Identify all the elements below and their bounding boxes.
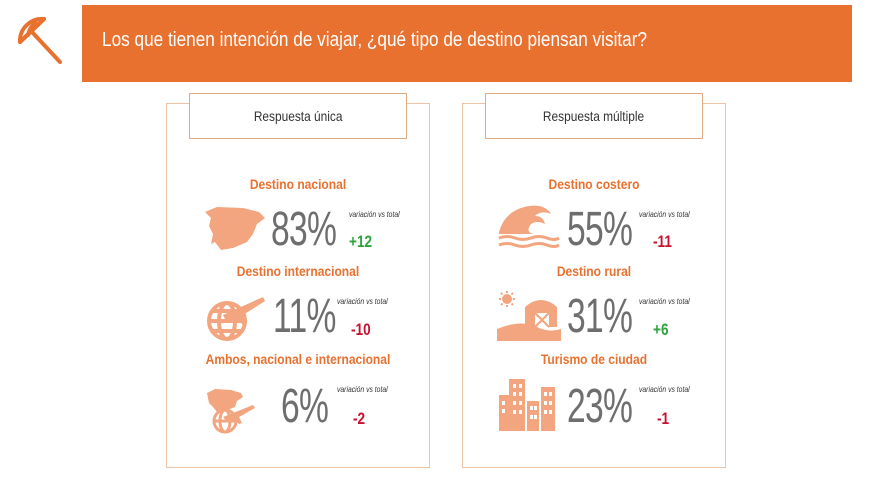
stat-change: +6	[653, 320, 669, 339]
stat-value: 55%	[567, 203, 633, 256]
stat-value: 11%	[273, 290, 336, 343]
header-banner: Los que tienen intención de viajar, ¿qué…	[82, 5, 852, 82]
stat-label: Destino nacional	[249, 176, 347, 192]
stat-value: 23%	[567, 380, 633, 433]
stat-label: Ambos, nacional e internacional	[205, 351, 391, 367]
barn-icon	[497, 291, 561, 341]
stat-caption: variación vs total	[337, 297, 388, 306]
stat-label: Destino internacional	[236, 263, 360, 279]
stat-value: 31%	[567, 290, 633, 343]
stat-change: -11	[653, 232, 672, 251]
stat-item: Destino internacional 11% variación vs t…	[167, 263, 429, 355]
wave-icon	[498, 205, 560, 248]
stat-change: -2	[353, 409, 366, 428]
globe-plane-icon	[207, 297, 265, 341]
panel-title: Respuesta múltiple	[543, 108, 645, 124]
stat-change: -1	[657, 409, 670, 428]
stat-caption: variación vs total	[639, 385, 690, 394]
panel-title: Respuesta única	[253, 108, 343, 124]
stat-caption: variación vs total	[337, 385, 388, 394]
stat-caption: variación vs total	[639, 297, 690, 306]
stat-label: Destino costero	[548, 176, 640, 192]
umbrella-icon	[17, 16, 62, 64]
stat-caption: variación vs total	[349, 210, 400, 219]
stat-change: -10	[351, 320, 371, 339]
panel-tab: Respuesta múltiple	[485, 93, 703, 139]
stat-item: Destino nacional 83% variación vs total …	[167, 176, 429, 268]
map-globe-icon	[207, 389, 255, 434]
stat-item: Destino costero 55% variación vs total -…	[463, 176, 725, 268]
stat-item: Ambos, nacional e internacional 6% varia…	[167, 351, 429, 443]
stat-change: +12	[349, 232, 373, 251]
stat-item: Turismo de ciudad 23% variación vs total…	[463, 351, 725, 443]
stat-value: 6%	[281, 380, 329, 433]
panel-multiple-response: Respuesta múltiple Destino costero 55% v…	[462, 93, 726, 468]
city-buildings-icon	[499, 379, 555, 431]
panel-single-response: Respuesta única Destino nacional 83% var…	[166, 93, 430, 468]
stat-item: Destino rural 31% variación vs total +6	[463, 263, 725, 355]
stat-label: Turismo de ciudad	[540, 351, 648, 367]
stat-label: Destino rural	[556, 263, 632, 279]
panel-tab: Respuesta única	[189, 93, 407, 139]
spain-map-icon	[205, 207, 265, 250]
stat-value: 83%	[271, 203, 337, 256]
stat-caption: variación vs total	[639, 210, 690, 219]
page-title: Los que tienen intención de viajar, ¿qué…	[102, 29, 648, 51]
